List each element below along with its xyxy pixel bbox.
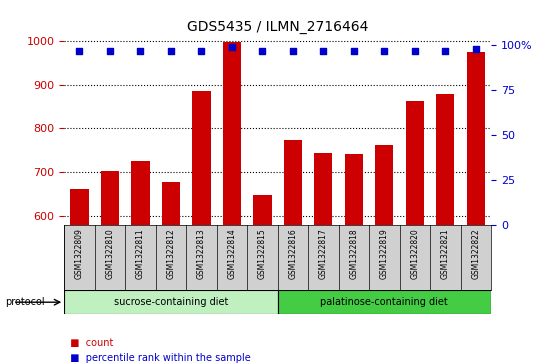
Point: [288, 48, 297, 54]
Bar: [277, 290, 491, 314]
Bar: [223, 42, 241, 363]
Point: [197, 48, 206, 54]
Point: [75, 48, 84, 54]
Point: [105, 48, 114, 54]
Bar: [283, 140, 302, 363]
Text: GSM1322814: GSM1322814: [227, 228, 237, 279]
Text: GSM1322812: GSM1322812: [166, 228, 175, 279]
Point: [258, 48, 267, 54]
Text: protocol: protocol: [6, 297, 45, 307]
Bar: [345, 154, 363, 363]
Text: GSM1322819: GSM1322819: [380, 228, 389, 279]
Point: [228, 44, 237, 50]
Bar: [436, 94, 454, 363]
Bar: [70, 189, 89, 363]
Bar: [101, 171, 119, 363]
Text: ■  count: ■ count: [64, 338, 113, 348]
Text: GSM1322811: GSM1322811: [136, 228, 145, 279]
Bar: [375, 145, 393, 363]
Text: GSM1322820: GSM1322820: [410, 228, 419, 279]
Bar: [192, 91, 210, 363]
Point: [136, 48, 145, 54]
Point: [166, 48, 175, 54]
Text: GSM1322813: GSM1322813: [197, 228, 206, 279]
Text: GSM1322816: GSM1322816: [288, 228, 297, 279]
Text: GSM1322818: GSM1322818: [349, 228, 358, 279]
Point: [349, 48, 358, 54]
Point: [380, 48, 389, 54]
Text: ■  percentile rank within the sample: ■ percentile rank within the sample: [64, 352, 251, 363]
Point: [472, 46, 480, 52]
Text: GSM1322817: GSM1322817: [319, 228, 328, 279]
Bar: [466, 52, 485, 363]
Text: GSM1322822: GSM1322822: [472, 228, 480, 279]
Text: palatinose-containing diet: palatinose-containing diet: [320, 297, 448, 307]
Bar: [314, 152, 333, 363]
Title: GDS5435 / ILMN_2716464: GDS5435 / ILMN_2716464: [187, 20, 368, 34]
Bar: [64, 290, 277, 314]
Bar: [131, 160, 150, 363]
Bar: [253, 195, 272, 363]
Point: [410, 48, 419, 54]
Point: [441, 48, 450, 54]
Text: GSM1322810: GSM1322810: [105, 228, 114, 279]
Text: sucrose-containing diet: sucrose-containing diet: [114, 297, 228, 307]
Text: GSM1322809: GSM1322809: [75, 228, 84, 279]
Text: GSM1322815: GSM1322815: [258, 228, 267, 279]
Point: [319, 48, 328, 54]
Bar: [162, 182, 180, 363]
Text: GSM1322821: GSM1322821: [441, 228, 450, 279]
Bar: [406, 101, 424, 363]
